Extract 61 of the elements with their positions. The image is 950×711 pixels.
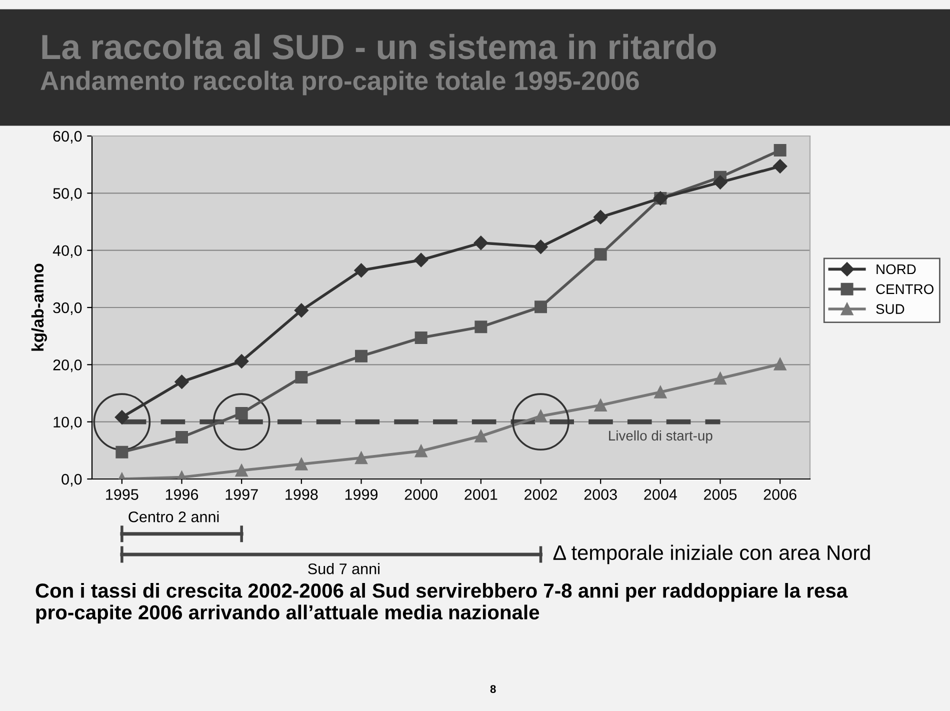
- point: [176, 431, 188, 444]
- text: Sud 7 anni: [308, 563, 380, 574]
- text: Centro 2 anni: [128, 511, 219, 522]
- y-tick-label: 0,0: [62, 474, 82, 486]
- point: [534, 300, 547, 314]
- x-tick-label: 2001: [464, 489, 498, 500]
- point: [414, 332, 428, 344]
- point: [355, 350, 368, 362]
- legend-label: CENTRO: [876, 284, 934, 294]
- point: [534, 240, 548, 254]
- x-tick-label: 1998: [286, 489, 318, 500]
- x-tick-label: 1999: [345, 489, 378, 500]
- point: [594, 210, 608, 224]
- point: [116, 446, 128, 458]
- point: [774, 358, 786, 370]
- point: [235, 464, 248, 477]
- point: [174, 374, 189, 389]
- point: [654, 386, 667, 398]
- y-tick-label: 30,0: [53, 302, 82, 315]
- point: [414, 444, 428, 458]
- x-tick-label: 2005: [704, 489, 737, 500]
- text: Δ temporale iniziale con area Nord: [553, 544, 870, 564]
- x-tick-label: 1996: [166, 489, 198, 500]
- point: [295, 370, 308, 384]
- point: [774, 144, 786, 157]
- chart-subtitle: Andamento raccolta pro-capite totale 1995-2006: [40, 70, 639, 96]
- point: [355, 452, 368, 464]
- point: [773, 159, 788, 174]
- x-tick-label: 2002: [524, 489, 557, 500]
- legend-label: SUD: [876, 304, 904, 314]
- point: [474, 236, 488, 250]
- point: [713, 175, 728, 190]
- chart-title: La raccolta al SUD - un sistema in ritardo: [42, 34, 716, 60]
- y-tick-label: 10,0: [54, 416, 82, 430]
- point: [414, 252, 428, 268]
- y-axis-title: kg/ab-anno: [31, 264, 47, 351]
- point: [234, 354, 249, 368]
- x-tick-label: 2004: [644, 489, 677, 500]
- ref-line-label: Livello di start-up: [609, 430, 712, 444]
- point: [294, 303, 308, 318]
- point: [354, 263, 368, 278]
- point: [474, 320, 488, 334]
- y-tick-label: 60,0: [53, 130, 82, 144]
- y-tick-label: 40,0: [52, 245, 82, 258]
- x-tick-label: 2000: [404, 489, 438, 500]
- x-tick-label: 1997: [226, 489, 258, 500]
- point: [714, 372, 726, 385]
- x-tick-label: 2006: [764, 489, 796, 500]
- y-tick-label: 50,0: [53, 188, 82, 201]
- point: [534, 410, 547, 422]
- text: 8: [490, 685, 496, 693]
- text: Con i tassi di crescita 2002-2006 al Sud servirebbero 7-8 anni per raddoppiare la resa pro-capite 2006 arrivando all’attuale media nazionale: [36, 583, 848, 624]
- x-tick-label: 2003: [584, 489, 617, 500]
- point: [474, 430, 488, 442]
- x-tick-label: 1995: [106, 489, 138, 500]
- point: [295, 458, 308, 470]
- point: [594, 248, 607, 261]
- point: [594, 399, 607, 412]
- legend-label: NORD: [876, 264, 916, 274]
- y-tick-label: 20,0: [53, 360, 82, 372]
- point: [235, 407, 248, 420]
